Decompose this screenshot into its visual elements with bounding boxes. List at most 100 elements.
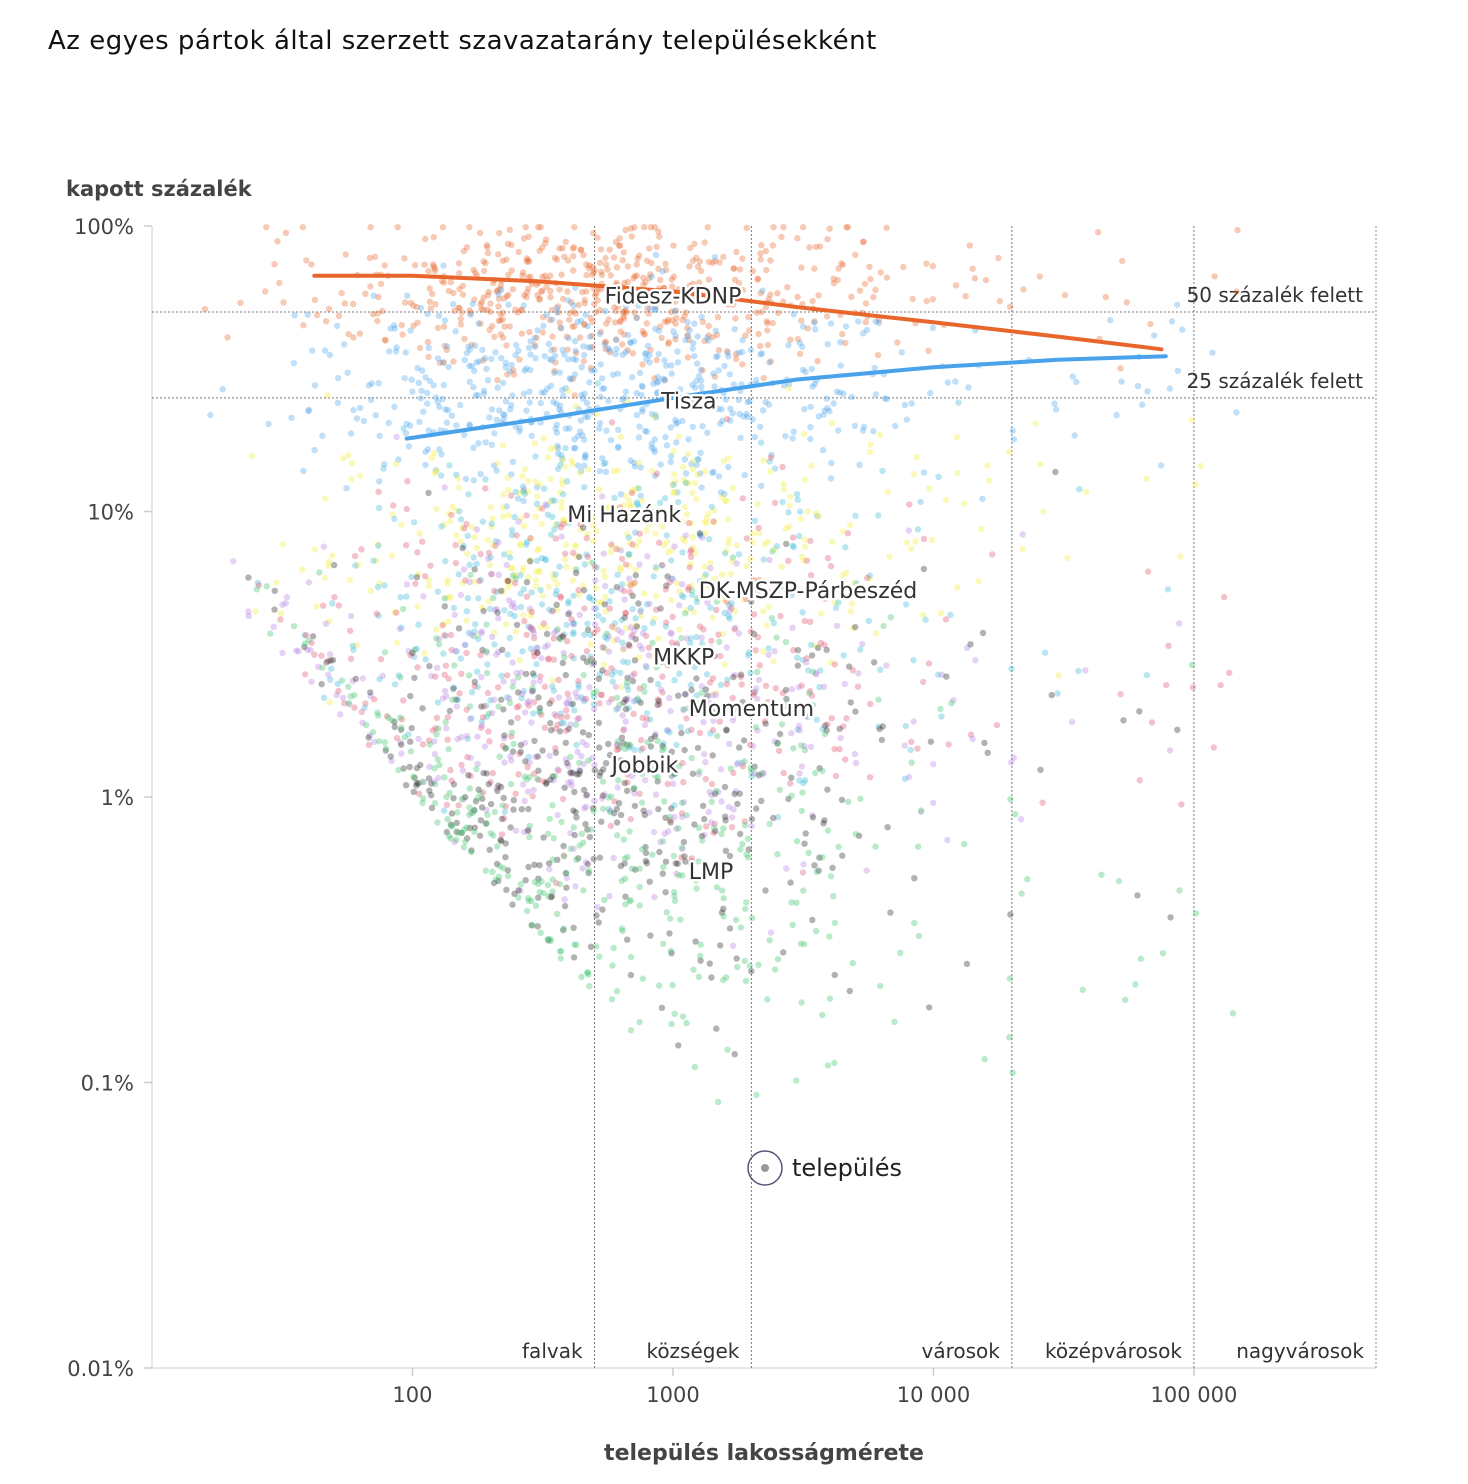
data-point [425,489,432,497]
data-point [602,459,609,467]
data-point [782,686,790,694]
data-point [843,569,850,576]
data-point [453,828,460,835]
data-point [415,790,423,797]
data-point [311,546,318,553]
data-point [699,802,707,809]
data-point [478,703,485,710]
data-point [524,827,532,834]
band-label: városok [922,1339,1001,1363]
data-point [596,425,603,432]
data-point [458,309,466,316]
data-point [877,982,884,990]
data-point [586,379,593,386]
data-point [680,705,687,713]
data-point [715,473,723,480]
data-point [720,976,727,984]
data-point [796,339,804,347]
data-point [760,769,767,777]
data-point [491,696,498,703]
data-point [414,549,421,556]
data-point [969,735,976,743]
data-point [641,758,649,765]
data-point [473,359,480,366]
data-point [844,530,852,537]
data-point [547,498,554,505]
data-point [443,693,450,700]
data-point [523,538,531,546]
data-point [668,630,675,637]
data-point [1174,726,1181,733]
data-point [362,700,369,707]
data-point [468,715,475,722]
data-point [598,599,605,606]
data-point [245,574,252,581]
data-point [1179,326,1186,333]
data-point [491,430,498,437]
data-point [464,735,471,743]
data-point [343,485,350,492]
data-point [326,651,334,658]
data-point [737,434,744,441]
data-point [572,569,580,577]
data-point [367,692,374,700]
data-point [401,375,408,382]
data-point [794,496,802,503]
data-point [674,489,681,496]
data-point [712,787,720,795]
data-point [597,328,605,336]
data-point [571,338,579,345]
data-point [682,479,690,486]
data-point [824,1062,832,1069]
data-point [398,716,406,723]
data-point [602,254,609,262]
data-point [525,274,532,281]
data-point [985,477,993,484]
data-point [325,305,333,313]
data-point [757,439,765,446]
data-point [618,629,625,636]
data-point [431,750,439,758]
data-point [984,462,991,469]
data-point [596,953,603,960]
data-point [552,591,559,598]
data-point [554,303,562,310]
data-point [620,309,628,316]
data-point [608,695,615,703]
data-point [479,789,487,796]
data-point [723,644,730,651]
data-point [548,347,555,354]
data-point [619,712,626,719]
data-point [632,542,640,550]
data-point [870,428,877,435]
data-point [723,347,731,355]
data-point [652,768,659,775]
data-point [390,502,397,509]
data-point [680,799,687,806]
data-point [496,407,503,414]
data-point [674,348,681,355]
data-point [668,773,675,780]
data-point [626,642,633,650]
data-point [713,331,721,339]
data-point [702,571,709,578]
data-point [497,317,504,324]
data-point [915,932,923,940]
data-point [712,860,719,867]
data-point [415,780,422,787]
data-point [1008,665,1015,672]
data-point [729,694,736,702]
data-point [745,854,752,861]
data-point [640,281,647,288]
data-point [472,621,479,628]
data-point [734,706,741,714]
data-point [560,392,567,400]
data-point [605,805,612,813]
data-point [459,291,467,298]
data-point [346,627,354,634]
data-point [757,256,764,263]
data-point [541,643,549,651]
data-point [1119,257,1126,265]
data-point [697,701,704,708]
data-point [600,550,607,557]
